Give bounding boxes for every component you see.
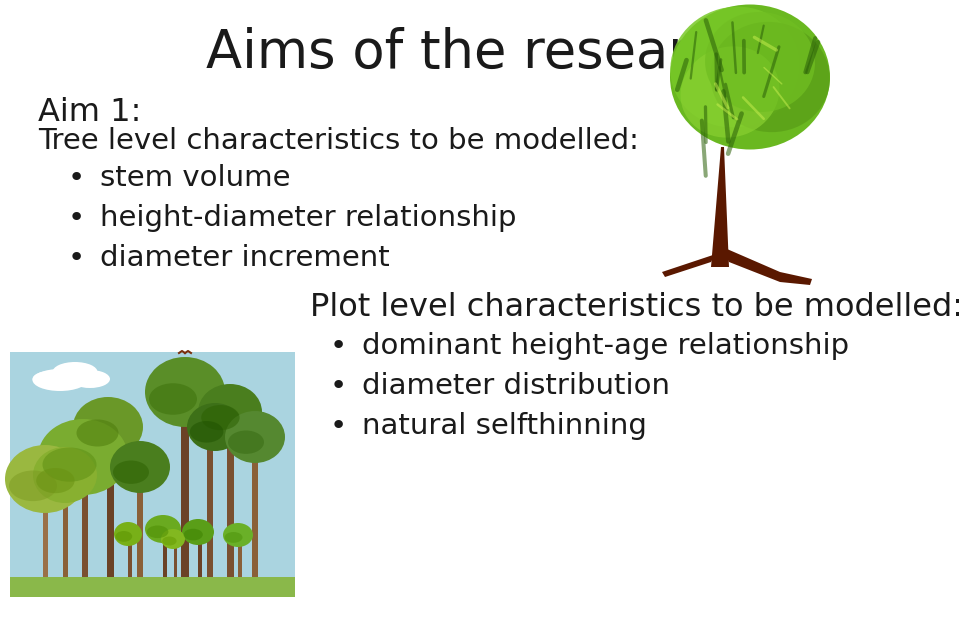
Bar [10, 577, 295, 597]
Ellipse shape [110, 441, 170, 493]
Bar [174, 542, 176, 577]
Ellipse shape [145, 357, 225, 427]
Polygon shape [724, 249, 812, 285]
Ellipse shape [145, 515, 181, 543]
Ellipse shape [38, 419, 128, 495]
Ellipse shape [42, 448, 97, 482]
Bar [137, 477, 143, 577]
Ellipse shape [190, 421, 223, 443]
Ellipse shape [149, 383, 197, 414]
Ellipse shape [9, 470, 57, 501]
Text: Plot level characteristics to be modelled:: Plot level characteristics to be modelle… [310, 292, 959, 323]
Bar [238, 539, 242, 577]
Polygon shape [662, 242, 719, 277]
Ellipse shape [77, 419, 119, 446]
Text: •: • [68, 204, 85, 232]
Ellipse shape [33, 371, 67, 387]
Text: Aim 1:: Aim 1: [38, 97, 141, 128]
Bar [252, 457, 258, 577]
Ellipse shape [223, 523, 253, 547]
Bar [62, 482, 67, 577]
Ellipse shape [162, 537, 176, 545]
Text: •: • [330, 332, 347, 360]
Text: dominant height-age relationship: dominant height-age relationship [362, 332, 849, 360]
Ellipse shape [705, 12, 815, 112]
Ellipse shape [681, 46, 780, 137]
Text: •: • [68, 244, 85, 272]
Ellipse shape [670, 4, 830, 149]
Bar [226, 427, 233, 577]
Ellipse shape [73, 397, 143, 457]
Bar [198, 535, 202, 577]
Ellipse shape [5, 445, 85, 513]
Ellipse shape [33, 369, 87, 391]
Ellipse shape [711, 22, 830, 132]
Bar [82, 467, 88, 577]
Ellipse shape [228, 431, 264, 454]
Ellipse shape [33, 447, 97, 503]
Ellipse shape [183, 529, 202, 540]
Bar [42, 487, 48, 577]
Ellipse shape [36, 468, 75, 493]
Text: •: • [330, 412, 347, 440]
Ellipse shape [670, 7, 800, 127]
Text: •: • [68, 164, 85, 192]
Ellipse shape [53, 362, 98, 382]
Ellipse shape [198, 384, 262, 440]
Bar [106, 437, 113, 577]
Ellipse shape [114, 522, 142, 546]
Text: Tree level characteristics to be modelled:: Tree level characteristics to be modelle… [38, 127, 639, 155]
Text: diameter increment: diameter increment [100, 244, 389, 272]
Ellipse shape [187, 403, 243, 451]
Text: •: • [330, 372, 347, 400]
Text: stem volume: stem volume [100, 164, 291, 192]
Ellipse shape [161, 529, 185, 549]
Ellipse shape [225, 411, 285, 463]
Text: height-diameter relationship: height-diameter relationship [100, 204, 517, 232]
Text: Aims of the research: Aims of the research [206, 27, 752, 79]
Bar [10, 352, 295, 597]
Ellipse shape [70, 370, 110, 388]
Bar [181, 402, 189, 577]
Ellipse shape [115, 531, 132, 542]
Bar [207, 447, 213, 577]
Ellipse shape [147, 525, 169, 538]
Bar [163, 532, 167, 577]
Text: natural selfthinning: natural selfthinning [362, 412, 647, 440]
Text: diameter distribution: diameter distribution [362, 372, 670, 400]
Ellipse shape [113, 460, 149, 484]
Polygon shape [711, 147, 729, 267]
Bar [128, 537, 132, 577]
Ellipse shape [201, 405, 240, 430]
Ellipse shape [182, 519, 214, 545]
Ellipse shape [224, 532, 243, 543]
